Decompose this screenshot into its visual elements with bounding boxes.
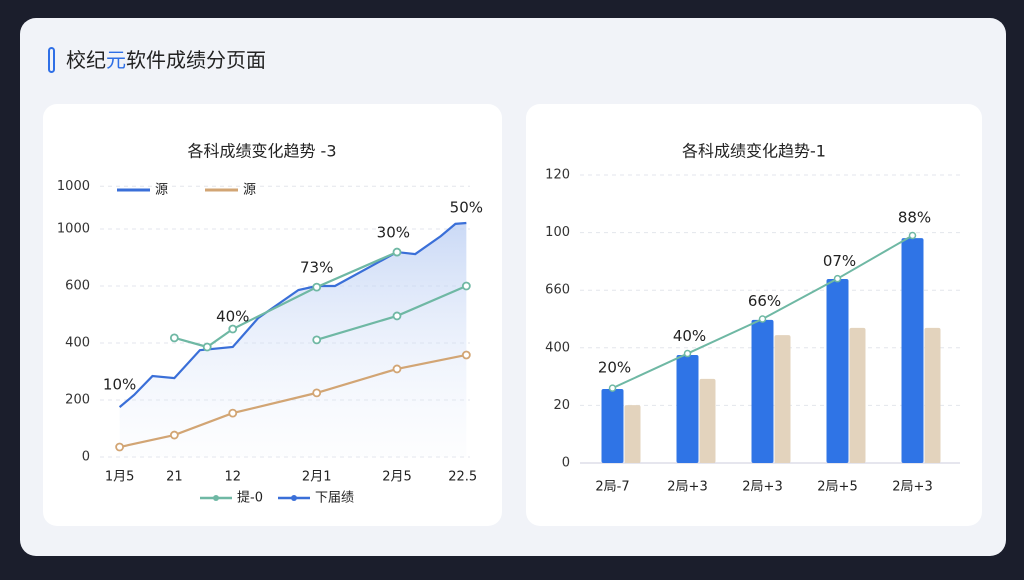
marker xyxy=(683,349,692,358)
x-tick-label: 21 xyxy=(166,470,183,485)
annotation: 50% xyxy=(450,198,483,216)
legend-label: 提-0 xyxy=(237,490,263,506)
x-tick-label: 22.5 xyxy=(448,470,477,485)
y-tick-label: 0 xyxy=(82,450,90,465)
page-title: 校纪元软件成绩分页面 xyxy=(66,48,266,72)
x-tick-label: 2局+5 xyxy=(817,480,857,495)
marker xyxy=(392,364,402,374)
marker xyxy=(392,311,402,321)
x-tick-label: 2月5 xyxy=(382,470,412,485)
marker xyxy=(228,408,238,418)
marker xyxy=(908,231,917,240)
legend-label: 下届绩 xyxy=(315,491,354,506)
marker xyxy=(461,281,471,291)
y-tick-label: 0 xyxy=(562,456,570,471)
annotation: 20% xyxy=(598,358,631,376)
y-tick-label: 1000 xyxy=(57,179,90,194)
marker xyxy=(833,274,842,283)
legend-dot xyxy=(213,495,219,501)
chart-title: 各科成绩变化趋势-1 xyxy=(682,142,826,161)
y-tick-label: 400 xyxy=(65,336,90,351)
marker xyxy=(115,442,124,452)
x-tick-label: 2局-7 xyxy=(595,480,629,495)
title-part: 元 xyxy=(106,48,126,72)
y-tick-label: 1000 xyxy=(57,222,90,237)
y-tick-label: 100 xyxy=(545,225,570,240)
line xyxy=(119,353,467,449)
bar xyxy=(826,278,849,463)
marker xyxy=(228,324,238,334)
marker xyxy=(202,342,212,352)
x-tick-label: 12 xyxy=(224,470,241,485)
y-tick-label: 600 xyxy=(65,279,90,294)
bar xyxy=(676,355,699,463)
marker xyxy=(312,335,322,345)
title-accent xyxy=(48,47,55,73)
bar xyxy=(924,327,941,463)
y-tick-label: 120 xyxy=(545,168,570,183)
bar xyxy=(751,319,774,463)
bar xyxy=(624,405,641,463)
marker xyxy=(461,350,471,360)
title-part: 软件成绩分页面 xyxy=(126,48,266,72)
x-tick-label: 1月5 xyxy=(105,470,135,485)
chart-title: 各科成绩变化趋势 -3 xyxy=(187,142,336,161)
legend-dot xyxy=(291,495,297,501)
title-part: 校纪 xyxy=(66,48,106,72)
legend-label: 源 xyxy=(155,183,168,198)
x-tick-label: 2局+3 xyxy=(667,480,707,495)
y-tick-label: 660 xyxy=(545,283,570,298)
marker xyxy=(312,282,322,292)
bar xyxy=(901,238,924,463)
bar xyxy=(849,327,866,463)
annotation: 30% xyxy=(377,223,410,241)
bar xyxy=(601,388,624,463)
marker xyxy=(608,384,617,392)
annotation: 40% xyxy=(673,327,706,345)
bar xyxy=(774,335,791,463)
annotation: 66% xyxy=(748,292,781,310)
y-tick-label: 20 xyxy=(553,398,570,413)
bar xyxy=(699,378,716,463)
x-tick-label: 2月1 xyxy=(302,470,332,485)
annotation: 73% xyxy=(300,259,333,277)
annotation: 88% xyxy=(898,209,931,227)
legend-label: 源 xyxy=(243,183,256,198)
x-tick-label: 2局+3 xyxy=(742,480,782,495)
annotation: 10% xyxy=(103,375,136,393)
annotation: 40% xyxy=(216,308,249,326)
marker xyxy=(758,315,767,323)
marker xyxy=(312,388,322,398)
y-tick-label: 200 xyxy=(65,393,90,408)
line xyxy=(118,221,467,408)
x-tick-label: 2局+3 xyxy=(892,480,932,495)
marker xyxy=(169,333,179,343)
area xyxy=(119,223,467,457)
annotation: 07% xyxy=(823,252,856,270)
marker xyxy=(392,247,402,257)
marker xyxy=(169,430,179,440)
y-tick-label: 400 xyxy=(545,340,570,355)
